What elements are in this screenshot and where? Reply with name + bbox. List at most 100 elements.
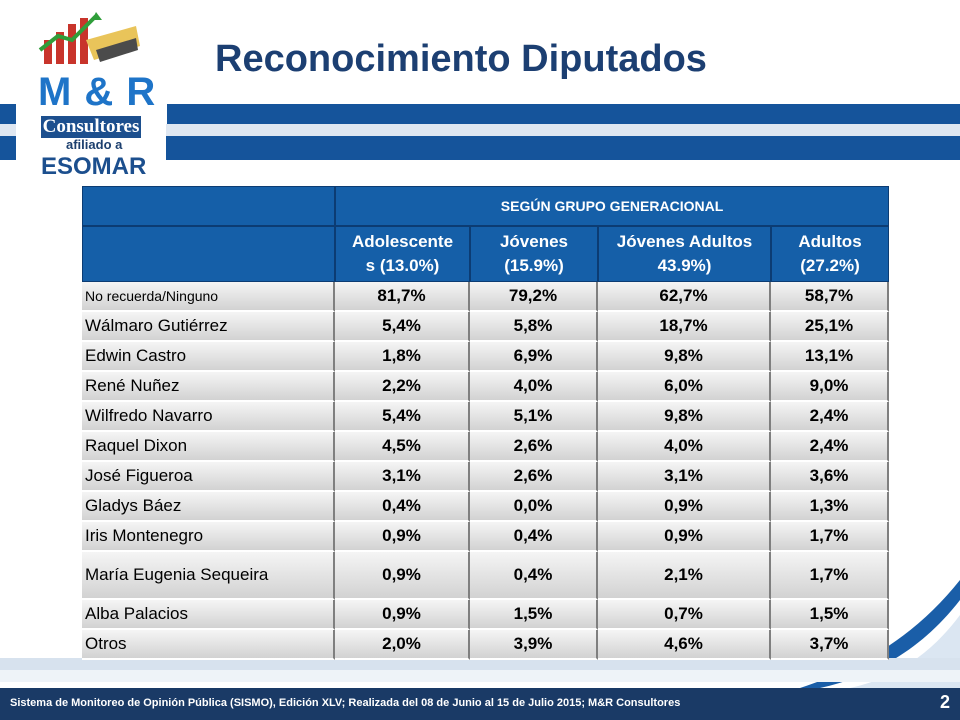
row-label: Edwin Castro <box>82 342 335 372</box>
column-header-line1: Adultos <box>798 232 862 251</box>
value-cell: 79,2% <box>470 282 598 312</box>
value-cell: 2,0% <box>335 630 470 660</box>
value-cell: 1,8% <box>335 342 470 372</box>
row-label: Otros <box>82 630 335 660</box>
footer-bar <box>0 688 960 720</box>
value-cell: 3,9% <box>470 630 598 660</box>
row-label: Iris Montenegro <box>82 522 335 552</box>
footer-source-text: Sistema de Monitoreo de Opinión Pública … <box>10 697 681 709</box>
table-row: René Nuñez 2,2% 4,0% 6,0% 9,0% <box>82 372 890 402</box>
column-header-line1: Adolescente <box>351 232 454 251</box>
footer-band-light <box>0 658 960 670</box>
header-band-top <box>167 104 960 124</box>
value-cell: 13,1% <box>771 342 890 372</box>
value-cell: 5,1% <box>470 402 598 432</box>
value-cell: 9,8% <box>598 402 771 432</box>
column-header-line2: s (13.0%) <box>365 256 440 275</box>
column-header-line2: 43.9%) <box>657 256 712 275</box>
value-cell: 5,4% <box>335 312 470 342</box>
value-cell: 0,4% <box>335 492 470 522</box>
table-row: Raquel Dixon 4,5% 2,6% 4,0% 2,4% <box>82 432 890 462</box>
row-label: Raquel Dixon <box>82 432 335 462</box>
value-cell: 25,1% <box>771 312 890 342</box>
header-band-left <box>0 104 18 124</box>
value-cell: 9,0% <box>771 372 890 402</box>
header-blank-cell <box>82 226 335 282</box>
value-cell: 0,4% <box>470 552 598 600</box>
table-row: Gladys Báez 0,4% 0,0% 0,9% 1,3% <box>82 492 890 522</box>
column-header: Adultos (27.2%) <box>771 226 890 282</box>
value-cell: 0,0% <box>470 492 598 522</box>
value-cell: 4,0% <box>598 432 771 462</box>
table-row: Wálmaro Gutiérrez 5,4% 5,8% 18,7% 25,1% <box>82 312 890 342</box>
chart-graphic-icon <box>38 12 140 64</box>
value-cell: 62,7% <box>598 282 771 312</box>
value-cell: 81,7% <box>335 282 470 312</box>
value-cell: 0,9% <box>598 522 771 552</box>
logo-affiliation: afiliado a <box>66 137 123 152</box>
row-label: René Nuñez <box>82 372 335 402</box>
row-label: José Figueroa <box>82 462 335 492</box>
value-cell: 0,7% <box>598 600 771 630</box>
value-cell: 3,1% <box>598 462 771 492</box>
logo-partner: ESOMAR <box>41 153 147 180</box>
row-label: Gladys Báez <box>82 492 335 522</box>
row-label: Wilfredo Navarro <box>82 402 335 432</box>
company-logo: M & R Consultores afiliado a ESOMAR <box>16 8 166 183</box>
table-row: Iris Montenegro 0,9% 0,4% 0,9% 1,7% <box>82 522 890 552</box>
value-cell: 5,8% <box>470 312 598 342</box>
value-cell: 3,7% <box>771 630 890 660</box>
value-cell: 3,6% <box>771 462 890 492</box>
value-cell: 4,6% <box>598 630 771 660</box>
table-row: Otros 2,0% 3,9% 4,6% 3,7% <box>82 630 890 660</box>
value-cell: 5,4% <box>335 402 470 432</box>
header-band-middle <box>0 124 960 136</box>
value-cell: 0,4% <box>470 522 598 552</box>
value-cell: 18,7% <box>598 312 771 342</box>
column-header-line2: (27.2%) <box>800 256 860 275</box>
value-cell: 2,6% <box>470 432 598 462</box>
table-row: Alba Palacios 0,9% 1,5% 0,7% 1,5% <box>82 600 890 630</box>
logo-brand: M & R <box>38 70 157 114</box>
row-label: No recuerda/Ninguno <box>82 282 335 312</box>
column-header-line1: Jóvenes <box>499 232 569 251</box>
column-header: Jóvenes Adultos 43.9%) <box>598 226 771 282</box>
row-label: María Eugenia Sequeira <box>82 552 335 600</box>
value-cell: 3,1% <box>335 462 470 492</box>
value-cell: 2,1% <box>598 552 771 600</box>
table-row: Wilfredo Navarro 5,4% 5,1% 9,8% 2,4% <box>82 402 890 432</box>
value-cell: 2,4% <box>771 432 890 462</box>
column-header: Jóvenes (15.9%) <box>470 226 598 282</box>
value-cell: 0,9% <box>598 492 771 522</box>
group-header: SEGÚN GRUPO GENERACIONAL <box>335 186 890 226</box>
results-table: SEGÚN GRUPO GENERACIONAL Adolescente s (1… <box>82 186 890 660</box>
logo-name: Consultores <box>41 116 141 138</box>
value-cell: 58,7% <box>771 282 890 312</box>
value-cell: 6,9% <box>470 342 598 372</box>
column-header-line1: Jóvenes Adultos <box>616 232 753 251</box>
value-cell: 2,6% <box>470 462 598 492</box>
row-label: Alba Palacios <box>82 600 335 630</box>
value-cell: 0,9% <box>335 522 470 552</box>
value-cell: 1,5% <box>771 600 890 630</box>
value-cell: 4,0% <box>470 372 598 402</box>
table-row: Edwin Castro 1,8% 6,9% 9,8% 13,1% <box>82 342 890 372</box>
header-blank-cell <box>82 186 335 226</box>
footer-band-lighter <box>0 670 960 682</box>
value-cell: 0,9% <box>335 600 470 630</box>
value-cell: 1,5% <box>470 600 598 630</box>
table-row: No recuerda/Ninguno 81,7% 79,2% 62,7% 58,7% <box>82 282 890 312</box>
table-row: José Figueroa 3,1% 2,6% 3,1% 3,6% <box>82 462 890 492</box>
value-cell: 2,4% <box>771 402 890 432</box>
page-title: Reconocimiento Diputados <box>215 38 707 80</box>
column-header-line2: (15.9%) <box>504 256 564 275</box>
value-cell: 0,9% <box>335 552 470 600</box>
value-cell: 9,8% <box>598 342 771 372</box>
value-cell: 1,7% <box>771 522 890 552</box>
page-number: 2 <box>939 692 950 712</box>
value-cell: 1,7% <box>771 552 890 600</box>
value-cell: 2,2% <box>335 372 470 402</box>
value-cell: 1,3% <box>771 492 890 522</box>
row-label: Wálmaro Gutiérrez <box>82 312 335 342</box>
table-row: María Eugenia Sequeira 0,9% 0,4% 2,1% 1,7% <box>82 552 890 600</box>
